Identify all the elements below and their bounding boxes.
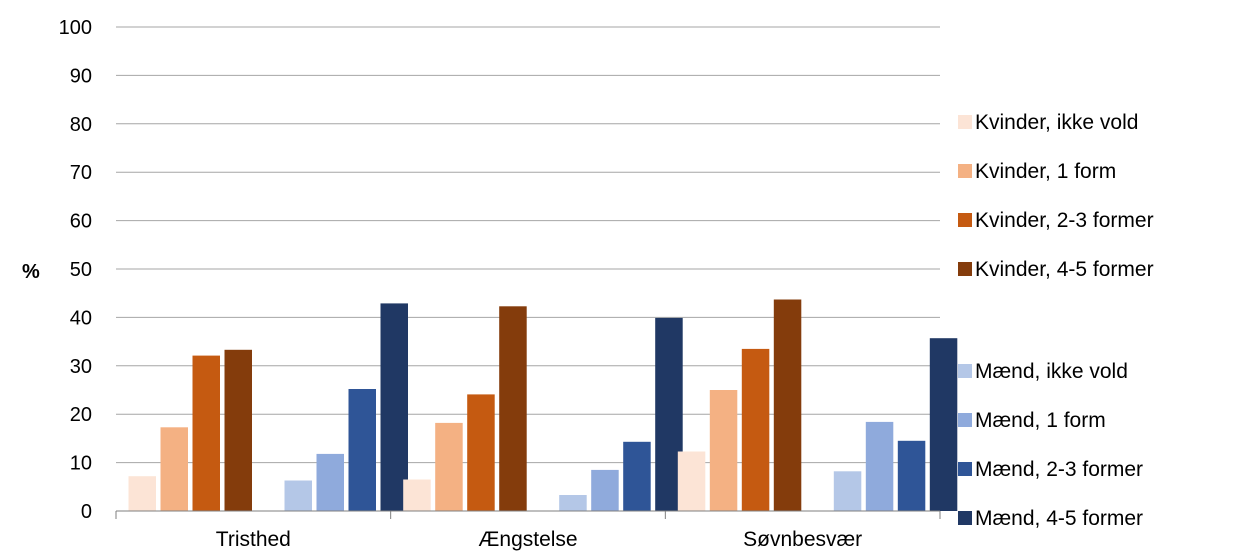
bar xyxy=(160,427,188,511)
bar xyxy=(833,471,862,511)
y-tick-label: 90 xyxy=(70,65,92,87)
bar xyxy=(192,355,220,511)
bar xyxy=(677,451,706,511)
bar xyxy=(224,349,252,511)
bar xyxy=(623,441,651,511)
bar xyxy=(559,495,587,511)
bar xyxy=(284,480,312,511)
bar xyxy=(435,422,463,511)
legend-swatch xyxy=(958,364,972,378)
bar xyxy=(128,476,156,511)
bar xyxy=(316,453,344,511)
y-tick-label: 60 xyxy=(70,211,92,233)
y-tick-label: 20 xyxy=(70,404,92,426)
bar xyxy=(897,440,926,511)
bar xyxy=(865,421,894,511)
bar xyxy=(499,306,527,511)
bar xyxy=(709,390,738,511)
legend-label: Mænd, 4-5 former xyxy=(975,507,1143,530)
legend-swatch xyxy=(958,115,972,129)
x-axis: Tristhed Ængstelse Søvnbesvær xyxy=(115,510,941,551)
y-axis-label: % xyxy=(22,261,40,283)
x-category-label: Søvnbesvær xyxy=(743,528,862,551)
y-tick-label: 70 xyxy=(70,162,92,184)
bar xyxy=(380,303,408,511)
legend-label: Mænd, 2-3 former xyxy=(975,458,1143,481)
legend-swatch xyxy=(958,462,972,476)
legend-label: Kvinder, 1 form xyxy=(975,160,1116,183)
legend-label: Kvinder, 4-5 former xyxy=(975,258,1154,281)
bars xyxy=(128,299,958,511)
legend-swatch xyxy=(958,413,972,427)
legend-label: Mænd, ikke vold xyxy=(975,360,1128,383)
legend-swatch xyxy=(958,511,972,525)
y-tick-label: 50 xyxy=(70,259,92,281)
y-tick-label: 40 xyxy=(70,307,92,329)
x-category-label: Tristhed xyxy=(216,528,291,551)
legend-swatch xyxy=(958,164,972,178)
bar xyxy=(348,389,376,511)
gridlines xyxy=(116,26,940,464)
bar xyxy=(773,299,802,511)
bar xyxy=(929,338,958,511)
legend: Kvinder, ikke vold Kvinder, 1 form Kvinder… xyxy=(958,111,1154,530)
y-tick-label: 10 xyxy=(70,453,92,475)
legend-label: Kvinder, 2-3 former xyxy=(975,209,1154,232)
y-tick-label: 0 xyxy=(81,501,92,523)
x-category-label: Ængstelse xyxy=(478,528,577,551)
bar xyxy=(741,348,770,511)
y-tick-label: 100 xyxy=(59,17,92,39)
y-tick-label: 80 xyxy=(70,114,92,136)
bar xyxy=(403,479,431,511)
bar xyxy=(467,394,495,511)
legend-label: Mænd, 1 form xyxy=(975,409,1106,432)
legend-label: Kvinder, ikke vold xyxy=(975,111,1138,134)
bar xyxy=(591,469,619,511)
y-tick-label: 30 xyxy=(70,356,92,378)
y-axis-ticks: 0 10 20 30 40 50 60 70 80 90 100 xyxy=(59,17,92,523)
legend-swatch xyxy=(958,213,972,227)
legend-swatch xyxy=(958,262,972,276)
